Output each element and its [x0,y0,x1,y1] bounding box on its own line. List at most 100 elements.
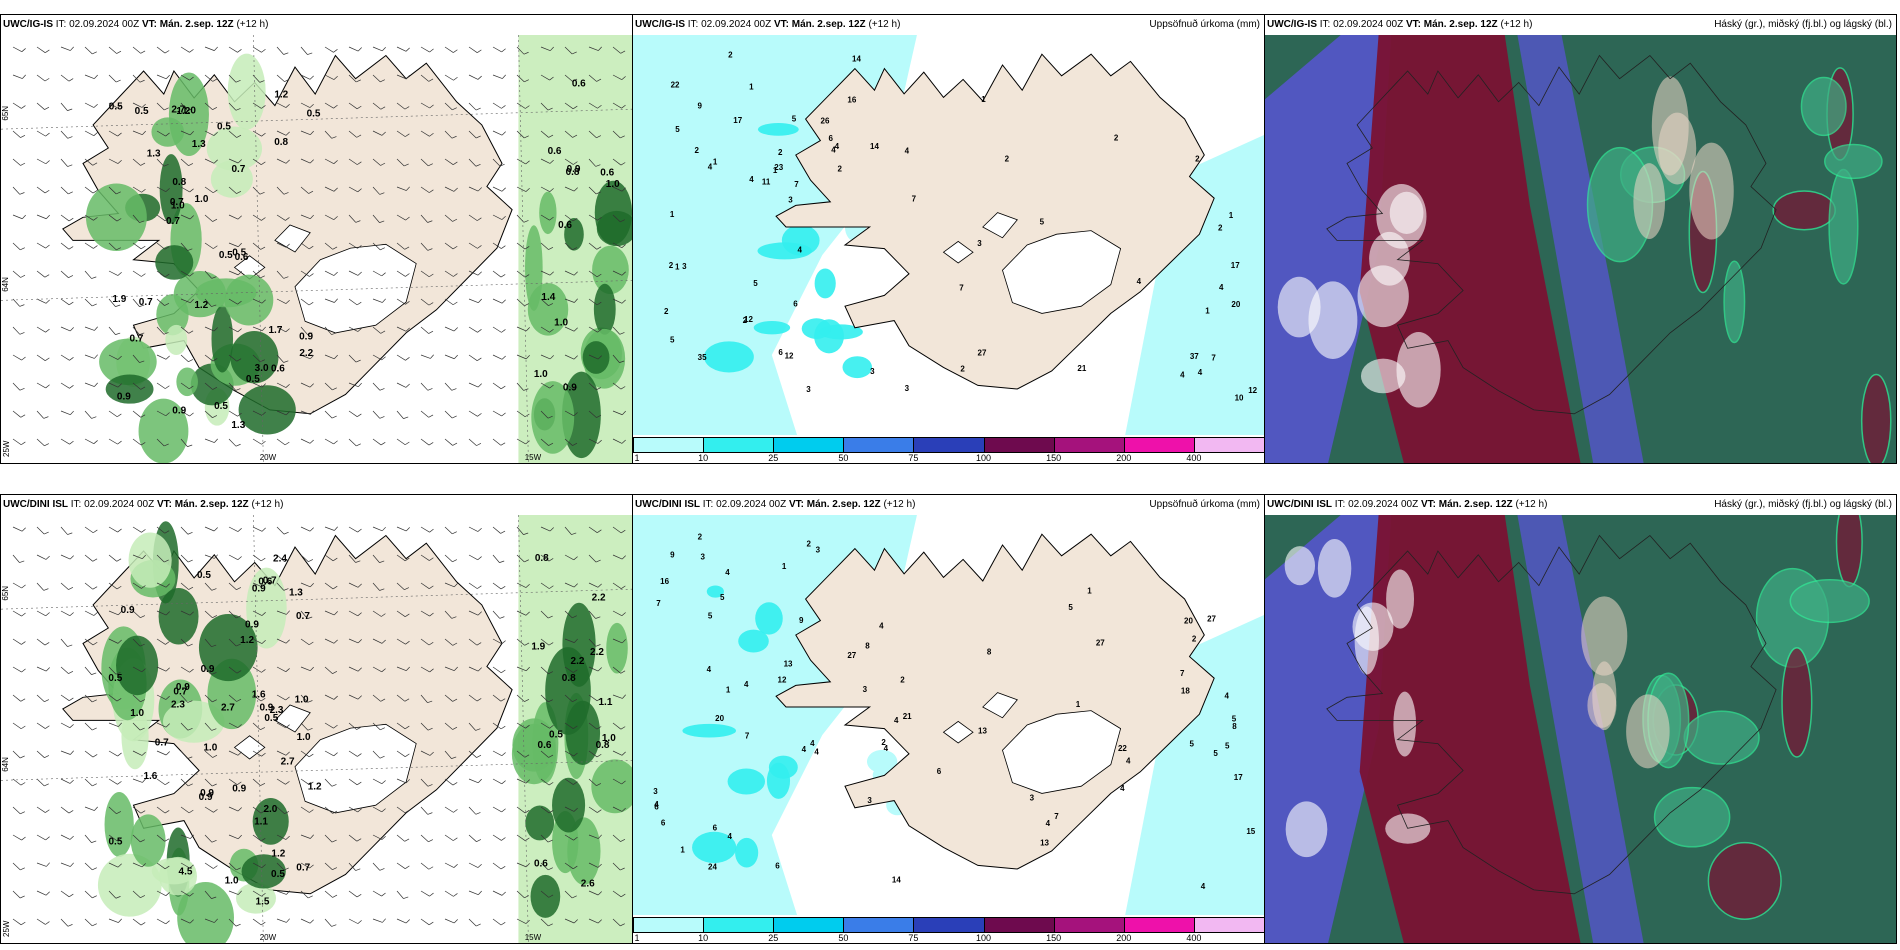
wind-value: 0.9 [245,620,259,631]
wind-shading-east [518,35,632,463]
precip-value: 4 [1180,371,1185,380]
wind-value: 0.9 [201,664,215,675]
precip-value: 1 [670,210,675,219]
model-name: UWC/DINI ISL [1267,499,1332,510]
precip-value: 5 [792,115,797,124]
wind-value: 1.2 [271,849,285,860]
precip-value: 2 [1114,134,1119,143]
colorbar-tick-label: 10 [698,453,709,463]
wind-value: 0.5 [109,836,123,847]
vt-value: Mán. 2.sep. 12Z [159,19,234,30]
precip-value: 4 [1219,283,1224,292]
colorbar-swatch [913,437,985,453]
precip-value: 6 [937,767,942,776]
wind-value: 1.0 [297,732,311,743]
glacier-outline [982,212,1018,239]
precip-value: 14 [852,54,861,63]
precip-value: 4 [727,832,732,841]
vt-value: Mán. 2.sep. 12Z [174,499,249,510]
lead-time: (+12 h) [883,499,916,510]
lon-label: 20W [260,933,277,942]
wind-value: 0.6 [235,252,249,263]
wind-value: 0.8 [172,177,186,188]
precip-value: 18 [1181,686,1190,695]
wind-value: 2.3 [270,705,284,716]
wind-value: 0.9 [121,605,135,616]
precip-value: 4 [725,568,730,577]
lead-time: (+12 h) [1500,19,1533,30]
wind-value: 0.7 [166,216,180,227]
wind-value: 0.5 [264,713,278,724]
precip-value: 9 [670,550,675,559]
wind-value: 1.0 [225,876,239,887]
wind-value: 0.5 [232,248,246,259]
wind-value: 0.9 [176,682,190,693]
colorbar-tick-label: 75 [908,933,919,943]
precip-value: 4 [814,747,819,756]
model-name: UWC/DINI ISL [635,499,700,510]
wind-value: 0.9 [259,703,273,714]
precip-value: 20 [1231,300,1240,309]
precip-value: 20 [1184,617,1193,626]
it-value: 02.09.2024 00Z [1333,19,1404,30]
wind-value: 1.6 [143,771,157,782]
precip-value: 2 [664,307,669,316]
colorbar-tick-label: 150 [1046,453,1062,463]
precip-value: 5 [1225,742,1230,751]
colorbar-tick-label: 200 [1116,453,1132,463]
precip-value: 6 [713,824,718,833]
precip-value: 15 [1246,827,1255,836]
precip-value: 2 [669,261,674,270]
wind-value: 0.8 [562,673,576,684]
precip-value: 12 [744,315,753,324]
colorbar-swatch [1123,917,1195,933]
wind-value: 1.0 [606,179,620,190]
model-name: UWC/IG-IS [1267,19,1317,30]
it-label: IT: [1319,19,1331,30]
precip-value: 4 [1046,819,1051,828]
precip-value: 4 [894,716,899,725]
wind-value: 1.2 [194,300,208,311]
wind-value: 0.9 [567,164,581,175]
colorbar-tick-label: 50 [838,453,849,463]
precip-value: 3 [701,553,706,562]
precip-value: 7 [912,194,917,203]
wind-value: 0.5 [246,374,260,385]
precip-value: 2 [900,676,905,685]
wind-value: 1.0 [203,742,217,753]
precip-value: 2 [1005,154,1010,163]
precip-value: 4 [1198,368,1203,377]
precip-value: 5 [1213,749,1218,758]
wind-value: 0.6 [271,363,285,374]
precip-value: 4 [1137,277,1142,286]
wind-value: 1.2 [176,106,190,117]
wind-value: 0.9 [252,584,266,595]
colorbar-tick-label: 1 [634,453,640,463]
precip-value: 2 [1195,155,1200,164]
panel-wind-row1: UWC/IG-IS IT: 02.09.2024 00Z VT: Mán. 2.… [0,14,633,464]
glacier-outline [233,735,266,760]
precip-value: 5 [1232,714,1237,723]
it-value: 02.09.2024 00Z [84,499,155,510]
panel-header: UWC/DINI ISL IT: 02.09.2024 00Z VT: Mán.… [1,495,632,515]
precip-value: 3 [977,239,982,248]
wind-value: 1.6 [252,689,266,700]
vt-value: Mán. 2.sep. 12Z [806,499,881,510]
wind-value: 1.3 [192,139,206,150]
wind-value: 2.2 [299,348,313,359]
wind-value: 0.7 [139,297,153,308]
wind-value: 1.1 [254,816,268,827]
it-value: 02.09.2024 00Z [701,19,772,30]
precip-value: 9 [697,102,702,111]
wind-value: 0.5 [214,401,228,412]
precip-value: 3 [653,787,658,796]
precip-value: 26 [821,116,830,125]
wind-value: 3.0 [255,363,269,374]
precip-value: 16 [847,96,856,105]
wind-value: 1.5 [256,897,270,908]
wind-value: 0.9 [563,382,577,393]
lead-time: (+12 h) [1515,499,1548,510]
colorbar-swatch [1053,917,1125,933]
precip-value: 2 [743,316,748,325]
precip-value: 1 [1087,586,1092,595]
